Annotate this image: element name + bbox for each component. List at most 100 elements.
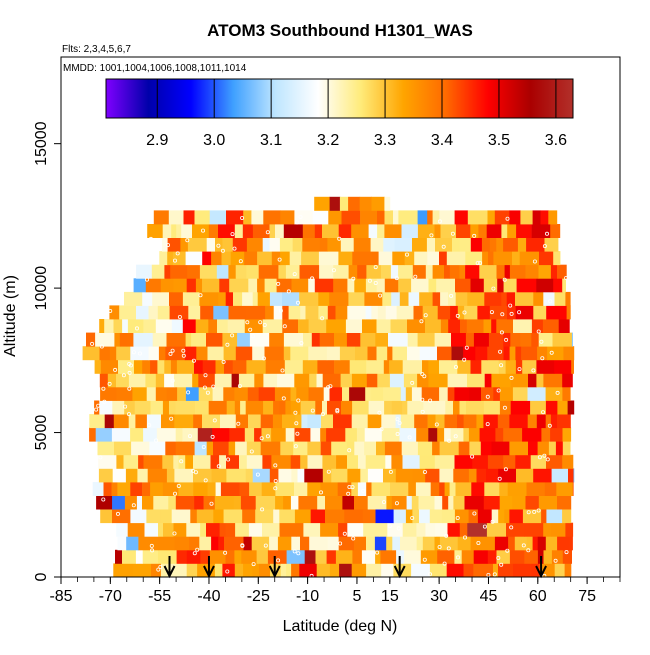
heatmap-cell <box>356 427 366 442</box>
heatmap-cell <box>440 224 457 238</box>
heatmap-cell <box>548 210 558 225</box>
heatmap-cell <box>274 386 291 401</box>
sample-marker <box>98 455 103 460</box>
heatmap-cell <box>437 549 455 564</box>
sample-marker <box>177 314 182 319</box>
sample-marker <box>429 233 434 238</box>
sample-marker <box>101 497 106 502</box>
heatmap-cell <box>422 536 435 551</box>
heatmap-cell <box>98 468 114 483</box>
heatmap-cell <box>226 454 240 469</box>
heatmap-cell <box>94 400 100 415</box>
sample-marker <box>444 533 449 538</box>
heatmap-cell <box>169 291 184 306</box>
heatmap-cell <box>498 509 505 524</box>
heatmap-cell <box>175 441 195 456</box>
heatmap-cell <box>223 509 243 524</box>
heatmap-cell <box>509 414 529 429</box>
heatmap-cell <box>186 549 201 564</box>
heatmap-cell <box>347 278 355 293</box>
heatmap-cell <box>416 427 429 442</box>
sample-marker <box>441 244 446 249</box>
sample-marker <box>446 546 451 551</box>
heatmap-cell <box>422 305 439 320</box>
heatmap-cell <box>235 264 247 279</box>
colorbar-tick-label: 3.3 <box>374 132 396 149</box>
heatmap-cell <box>312 210 329 225</box>
heatmap-cell <box>317 495 326 510</box>
heatmap-cell <box>103 482 112 496</box>
heatmap-cell <box>384 400 393 415</box>
sample-marker <box>564 550 569 555</box>
heatmap-cell <box>470 224 479 238</box>
heatmap-cell <box>451 332 467 347</box>
heatmap-cell <box>457 414 464 429</box>
heatmap-cell <box>562 373 573 388</box>
heatmap-cell <box>365 386 372 401</box>
sample-marker <box>320 412 325 417</box>
heatmap-cell <box>189 536 200 551</box>
heatmap-cell <box>351 482 359 496</box>
sample-marker <box>532 509 537 514</box>
heatmap-cell <box>335 305 348 320</box>
heatmap-cell <box>173 278 188 293</box>
heatmap-cell <box>402 359 423 374</box>
heatmap-cell <box>147 468 168 483</box>
heatmap-cell <box>466 400 485 415</box>
heatmap-cell <box>194 210 210 225</box>
sample-marker <box>245 320 250 325</box>
sample-marker <box>202 385 207 390</box>
heatmap-cell <box>554 359 572 374</box>
heatmap-cell <box>341 400 353 415</box>
heatmap-cell <box>441 509 456 524</box>
heatmap-cell <box>326 427 346 442</box>
sample-marker <box>158 565 163 570</box>
sample-marker <box>553 558 558 563</box>
heatmap-cell <box>402 454 420 469</box>
heatmap-cell <box>537 536 547 551</box>
heatmap-cell <box>257 251 273 266</box>
heatmap-cell <box>459 400 467 415</box>
heatmap-cell <box>124 400 136 415</box>
heatmap-cell <box>554 563 565 577</box>
heatmap-cell <box>196 509 214 524</box>
sample-marker <box>225 342 230 347</box>
heatmap-cell <box>127 319 144 333</box>
heatmap-cell <box>399 427 417 442</box>
sample-marker <box>260 507 265 512</box>
x-tick-label: -25 <box>247 588 270 605</box>
heatmap-cell <box>417 332 435 347</box>
sample-marker <box>462 357 467 362</box>
heatmap-cell <box>481 237 491 252</box>
heatmap-cell <box>222 332 238 347</box>
sample-marker <box>147 423 152 428</box>
heatmap-cell <box>342 495 355 510</box>
sample-marker <box>165 243 170 248</box>
heatmap-cell <box>445 400 454 415</box>
heatmap-cell <box>162 224 172 238</box>
heatmap-cell <box>425 264 433 279</box>
sample-marker <box>379 427 384 432</box>
heatmap-cell <box>300 454 308 469</box>
heatmap-cell <box>142 291 153 306</box>
sample-marker <box>410 380 415 385</box>
heatmap-cell <box>221 251 231 266</box>
heatmap-cell <box>389 373 405 388</box>
heatmap-cell <box>257 278 265 293</box>
sample-marker <box>102 294 107 299</box>
heatmap-cell <box>318 291 330 306</box>
sample-marker <box>373 280 378 285</box>
heatmap-cell <box>273 305 283 320</box>
heatmap-cell <box>282 414 296 429</box>
heatmap-cell <box>469 441 482 456</box>
heatmap-cell <box>491 373 511 388</box>
heatmap-cell <box>516 224 532 238</box>
heatmap-cell <box>165 441 177 456</box>
heatmap-cell <box>398 264 414 279</box>
heatmap-cell <box>272 414 283 429</box>
heatmap-cell <box>477 305 491 320</box>
sample-marker <box>203 478 208 483</box>
heatmap-cell <box>509 509 524 524</box>
heatmap-cell <box>308 346 328 361</box>
sample-marker <box>137 351 142 356</box>
